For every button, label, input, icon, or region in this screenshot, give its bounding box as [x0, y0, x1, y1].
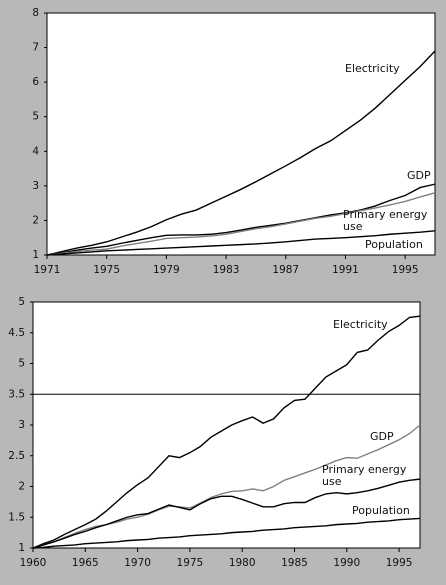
x-tick-label: 1995	[392, 264, 419, 276]
y-tick-label: 8	[32, 7, 39, 19]
y-tick-label: 4	[32, 145, 39, 157]
y-tick-label: 2	[32, 214, 39, 226]
series-label: GDP	[370, 430, 394, 443]
y-tick-label: 3.5	[8, 388, 25, 400]
x-tick-label: 1970	[124, 557, 151, 569]
series-line	[46, 192, 436, 256]
y-tick-label: 1	[32, 249, 39, 261]
series-label: Population	[365, 238, 423, 251]
x-tick-label: 1995	[386, 557, 413, 569]
x-tick-label: 1975	[93, 264, 120, 276]
x-tick-label: 1975	[177, 557, 204, 569]
y-tick-label: 2.5	[8, 450, 25, 462]
series-label: Primary energy use	[343, 208, 428, 233]
x-tick-label: 1983	[213, 264, 240, 276]
x-tick-label: 1965	[72, 557, 99, 569]
y-tick-label: 1.5	[8, 511, 25, 523]
x-tick-label: 1979	[153, 264, 180, 276]
series-line	[46, 183, 436, 256]
series-line	[46, 50, 436, 256]
series-line	[32, 424, 421, 549]
x-tick-label: 1987	[272, 264, 299, 276]
y-tick-label: 7	[32, 42, 39, 54]
series-label: Primary energy use	[322, 463, 407, 488]
y-tick-label: 5	[18, 296, 25, 308]
y-tick-label: 3	[18, 419, 25, 431]
series-label: Electricity	[333, 318, 388, 331]
x-tick-label: 1991	[332, 264, 359, 276]
x-tick-label: 1990	[333, 557, 360, 569]
series-line	[32, 315, 421, 549]
x-tick-label: 1980	[229, 557, 256, 569]
x-tick-label: 1985	[281, 557, 308, 569]
plot-area	[32, 301, 421, 549]
y-tick-label: 5	[32, 111, 39, 123]
y-tick-label: 2	[18, 481, 25, 493]
series-label: GDP	[407, 169, 431, 182]
series-label: Population	[352, 504, 410, 517]
y-tick-label: 6	[32, 76, 39, 88]
y-tick-label: 4.5	[8, 327, 25, 339]
x-tick-label: 1971	[34, 264, 61, 276]
series-line	[46, 230, 436, 256]
x-tick-label: 1960	[20, 557, 47, 569]
series-label: Electricity	[345, 62, 400, 75]
series-line	[32, 478, 421, 549]
y-tick-label: 1	[18, 542, 25, 554]
y-tick-label: 5	[18, 358, 25, 370]
plot-area	[46, 12, 436, 256]
y-tick-label: 3	[32, 180, 39, 192]
series-line	[32, 517, 421, 549]
